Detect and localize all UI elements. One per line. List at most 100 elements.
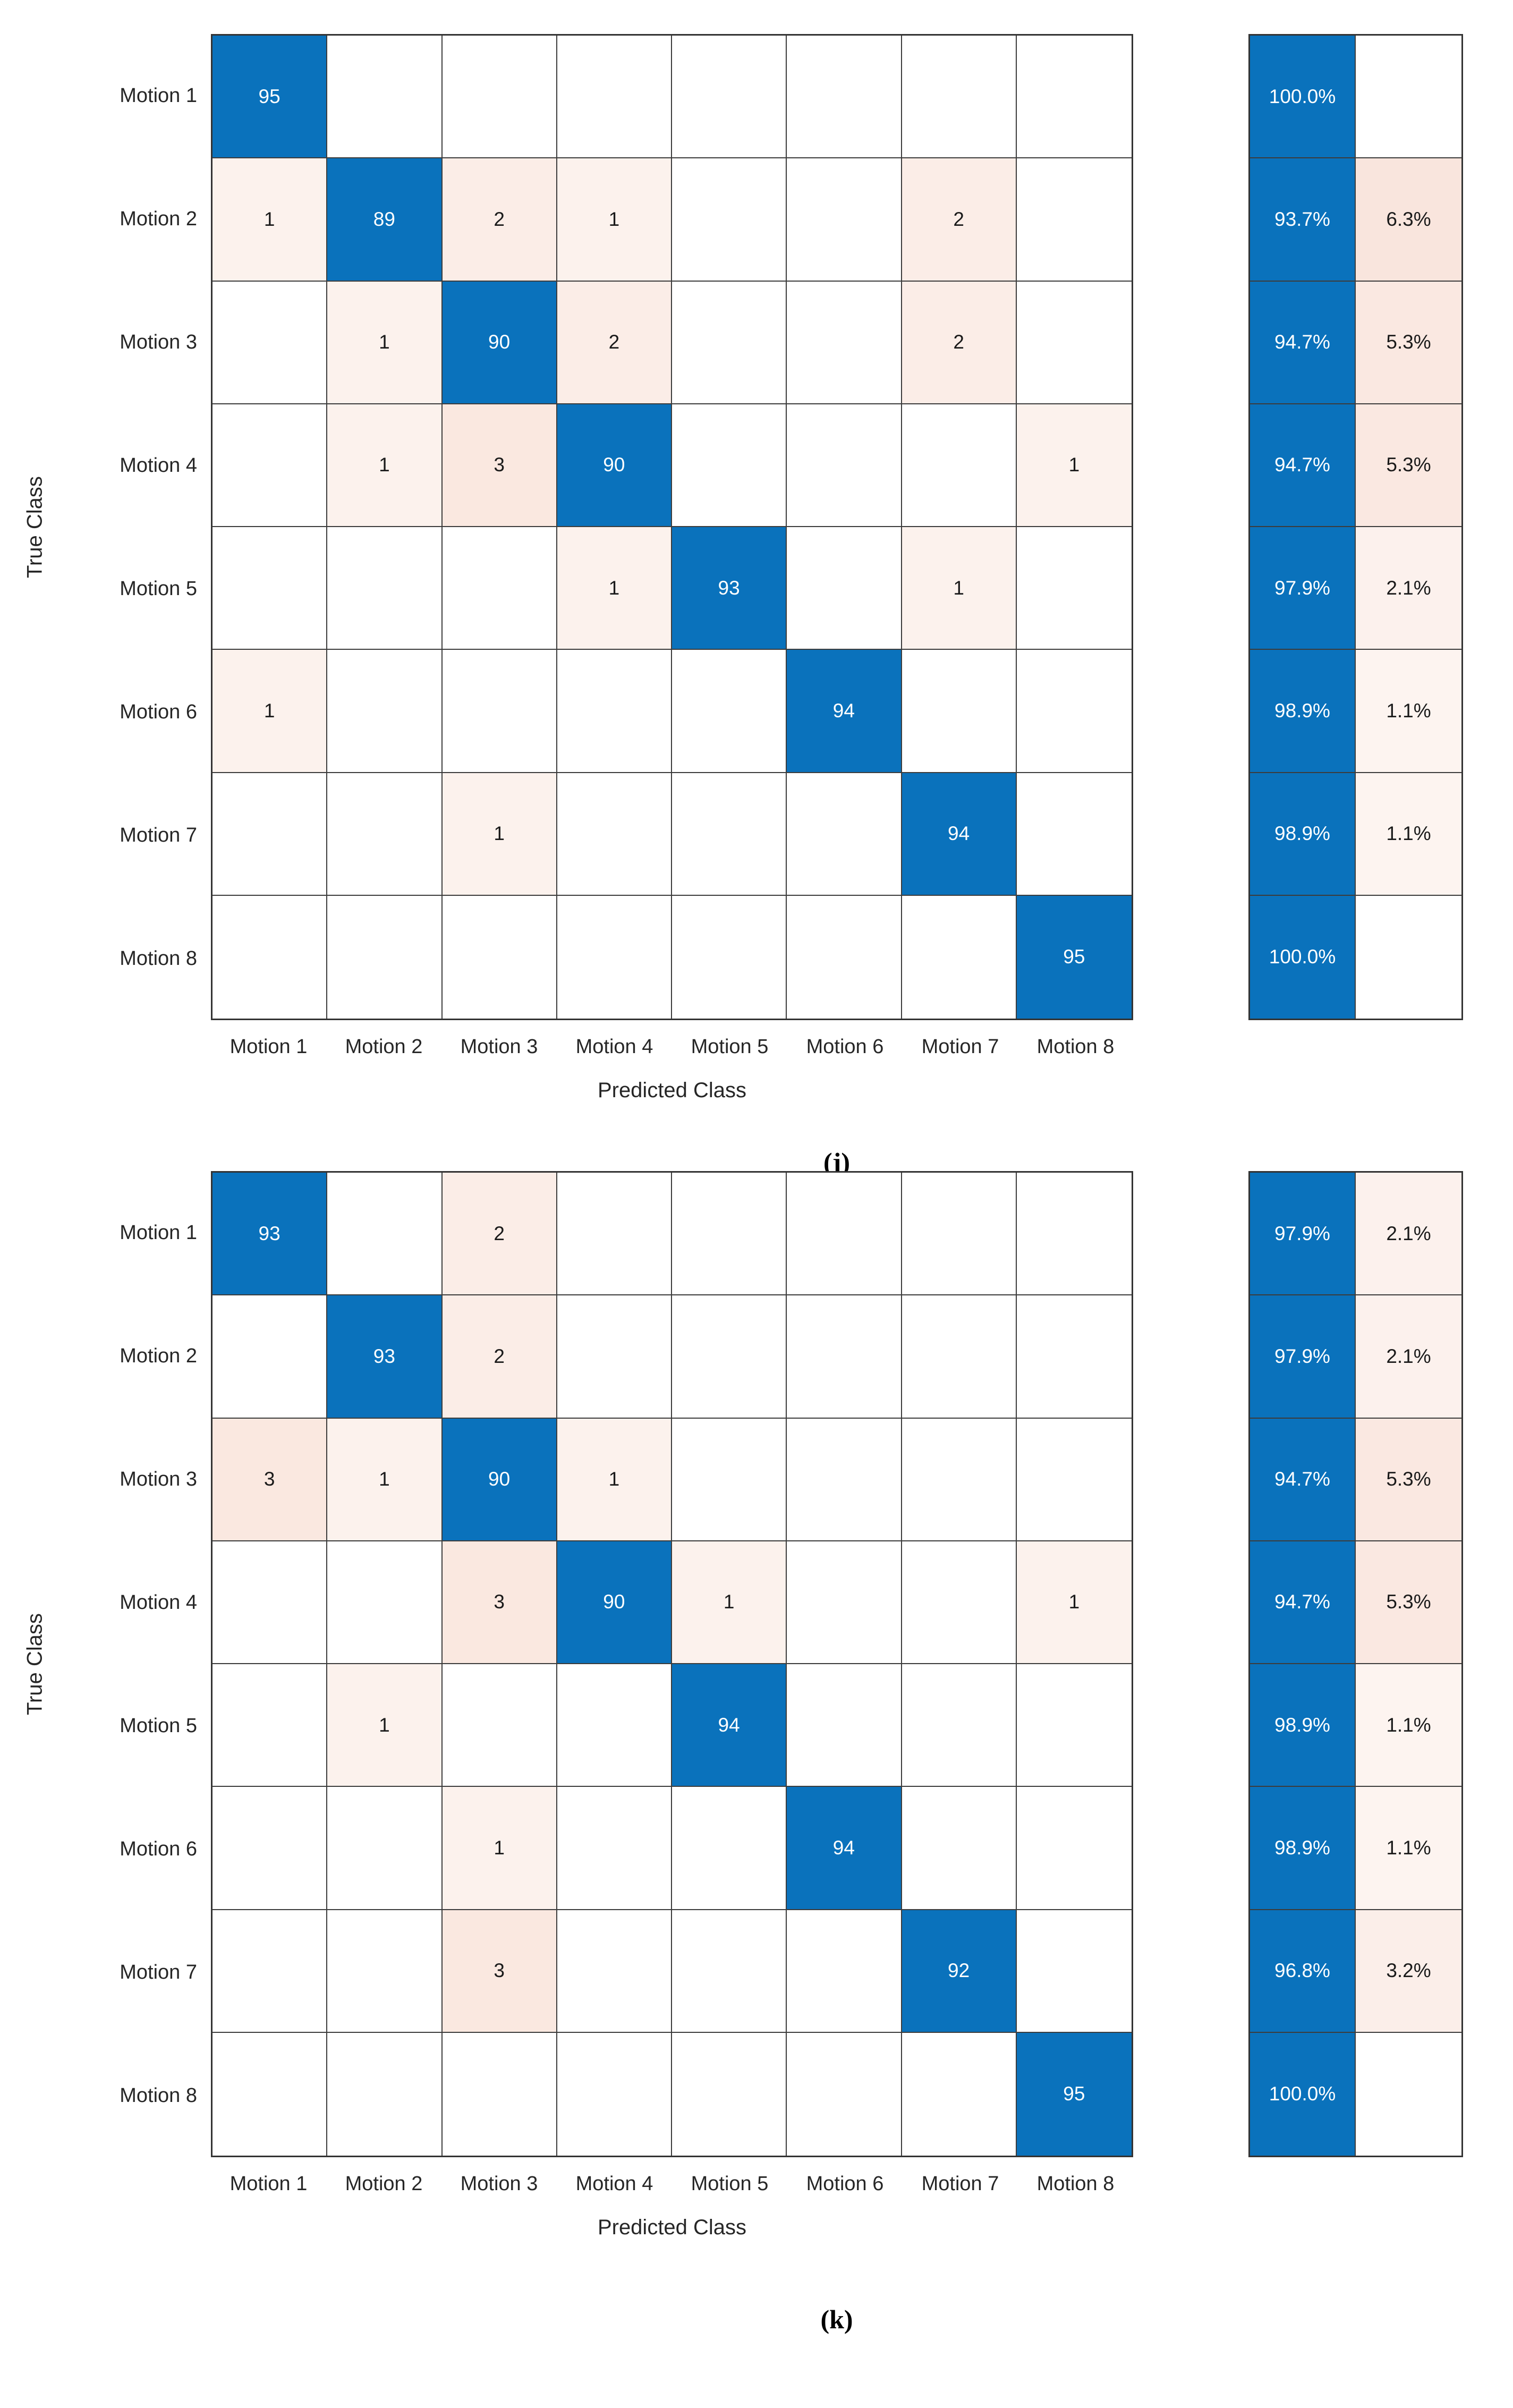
matrix-cell [902, 404, 1017, 527]
matrix-cell: 2 [557, 281, 672, 404]
matrix-cell [787, 773, 902, 896]
matrix-cell [557, 773, 672, 896]
matrix-cell [557, 650, 672, 773]
col-label: Motion 8 [1036, 2172, 1115, 2195]
matrix-cell [902, 1787, 1017, 1910]
matrix-cell [672, 1295, 787, 1419]
matrix-cell [787, 36, 902, 159]
matrix-cell [672, 895, 787, 1019]
matrix-cell [672, 1173, 787, 1296]
summary-error-cell: 3.2% [1356, 1910, 1461, 2033]
matrix-cell: 94 [787, 650, 902, 773]
matrix-cell [212, 895, 328, 1019]
matrix-cell: 94 [672, 1664, 787, 1787]
matrix-cell: 1 [327, 1418, 443, 1541]
matrix-cell: 1 [442, 1787, 557, 1910]
matrix-cell: 95 [212, 36, 328, 159]
matrix-cell [1016, 1295, 1132, 1419]
summary-correct-cell: 93.7% [1250, 158, 1356, 282]
matrix-cell: 1 [1016, 1541, 1132, 1664]
matrix-cell [327, 36, 443, 159]
matrix-cell [672, 1787, 787, 1910]
matrix-cell [212, 404, 328, 527]
matrix-cell [787, 404, 902, 527]
matrix-cell [442, 527, 557, 650]
matrix-cell [212, 2032, 328, 2156]
summary-correct-cell: 97.9% [1250, 1295, 1356, 1419]
summary-error-cell: 1.1% [1356, 650, 1461, 773]
col-label: Motion 3 [460, 1035, 538, 1058]
summary-error-cell [1356, 36, 1461, 159]
summary-correct-cell: 96.8% [1250, 1910, 1356, 2033]
col-label: Motion 2 [345, 2172, 423, 2195]
row-label: Motion 2 [120, 207, 197, 230]
matrix-cell [327, 1541, 443, 1664]
matrix-cell [1016, 1787, 1132, 1910]
row-labels: Motion 1 Motion 2 Motion 3 Motion 4 Motion 5… [37, 34, 205, 1020]
matrix-cell [672, 2032, 787, 2156]
matrix-cell [1016, 281, 1132, 404]
matrix-cell: 1 [672, 1541, 787, 1664]
matrix-cell [557, 895, 672, 1019]
x-axis-label: Predicted Class [597, 2216, 747, 2239]
col-label: Motion 3 [460, 2172, 538, 2195]
col-label: Motion 1 [230, 1035, 308, 1058]
row-label: Motion 7 [120, 1961, 197, 1983]
matrix-cell [212, 1664, 328, 1787]
matrix-cell [902, 1173, 1017, 1296]
summary-error-cell: 2.1% [1356, 1295, 1461, 1419]
matrix-cell [672, 36, 787, 159]
matrix-cell [672, 1910, 787, 2033]
matrix-cell [212, 1787, 328, 1910]
summary-correct-cell: 94.7% [1250, 1541, 1356, 1664]
matrix-cell [557, 1295, 672, 1419]
matrix-cell: 1 [212, 158, 328, 282]
summary-error-cell: 5.3% [1356, 404, 1461, 527]
matrix-cell [902, 36, 1017, 159]
matrix-cell: 92 [902, 1910, 1017, 2033]
matrix-cell [557, 2032, 672, 2156]
matrix-cell: 1 [902, 527, 1017, 650]
matrix-cell [787, 1910, 902, 2033]
matrix-cell [1016, 1664, 1132, 1787]
matrix-cell: 2 [902, 158, 1017, 282]
matrix-cell [787, 527, 902, 650]
matrix-cell [787, 1541, 902, 1664]
matrix-cell [787, 1173, 902, 1296]
confusion-matrix-figure-k: True Class Motion 1 Motion 2 Motion 3 Motio… [0, 1137, 1513, 2408]
row-labels: Motion 1 Motion 2 Motion 3 Motion 4 Motion 5… [37, 1171, 205, 2157]
matrix-cell [327, 1173, 443, 1296]
row-label: Motion 2 [120, 1344, 197, 1367]
summary-correct-cell: 100.0% [1250, 895, 1356, 1019]
matrix-cell [902, 895, 1017, 1019]
matrix-cell: 3 [442, 1541, 557, 1664]
matrix-cell [787, 281, 902, 404]
summary-error-cell [1356, 895, 1461, 1019]
row-label: Motion 6 [120, 700, 197, 723]
matrix-cell [1016, 1418, 1132, 1541]
matrix-cell [902, 2032, 1017, 2156]
matrix-cell: 90 [442, 1418, 557, 1541]
row-summary-panel: 97.9% 2.1% 97.9% 2.1% 94.7% 5.3% 94.7% 5.3% 98.9… [1248, 1171, 1463, 2157]
matrix-cell [672, 404, 787, 527]
summary-correct-cell: 98.9% [1250, 773, 1356, 896]
summary-correct-cell: 98.9% [1250, 1787, 1356, 1910]
summary-correct-cell: 98.9% [1250, 1664, 1356, 1787]
matrix-cell [787, 2032, 902, 2156]
summary-error-cell [1356, 2032, 1461, 2156]
col-label: Motion 1 [230, 2172, 308, 2195]
summary-correct-cell: 97.9% [1250, 1173, 1356, 1296]
col-labels: Motion 1 Motion 2 Motion 3 Motion 4 Motion 5… [211, 1033, 1133, 1061]
row-label: Motion 5 [120, 577, 197, 600]
col-label: Motion 5 [691, 1035, 769, 1058]
matrix-cell [1016, 1910, 1132, 2033]
matrix-cell [327, 1787, 443, 1910]
matrix-cell: 2 [442, 1295, 557, 1419]
matrix-cell: 94 [787, 1787, 902, 1910]
matrix-cell: 3 [442, 1910, 557, 2033]
matrix-cell [442, 895, 557, 1019]
matrix-cell [557, 1664, 672, 1787]
matrix-cell: 2 [442, 158, 557, 282]
matrix-cell: 94 [902, 773, 1017, 896]
matrix-cell [327, 773, 443, 896]
